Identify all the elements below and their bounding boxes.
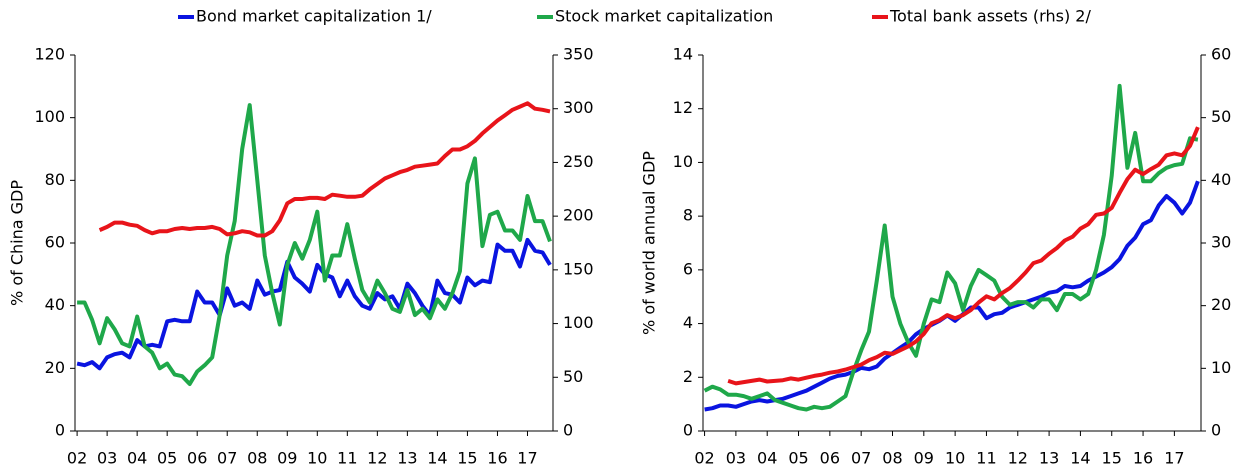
x-tick-label: 15 <box>457 449 477 468</box>
y2-tick-label: 20 <box>1211 295 1231 314</box>
series-line <box>727 126 1200 386</box>
y-tick-label: 0 <box>55 421 65 440</box>
x-tick-label: 07 <box>851 449 871 468</box>
y-tick-label: 80 <box>45 170 65 189</box>
y2-tick-label: 250 <box>563 152 594 171</box>
x-tick-label: 04 <box>127 449 147 468</box>
y-tick-label: 12 <box>673 98 693 117</box>
series-line <box>77 103 552 386</box>
y2-tick-label: 200 <box>563 206 594 225</box>
x-tick-label: 17 <box>517 449 537 468</box>
y2-tick-label: 100 <box>563 313 594 332</box>
series-line <box>704 180 1200 412</box>
x-tick-label: 16 <box>1133 449 1153 468</box>
x-tick-label: 09 <box>914 449 934 468</box>
x-tick-label: 16 <box>487 449 507 468</box>
x-tick-label: 10 <box>945 449 965 468</box>
y-tick-label: 60 <box>45 233 65 252</box>
x-tick-label: 14 <box>1070 449 1090 468</box>
y-tick-label: 40 <box>45 295 65 314</box>
y-tick-label: 6 <box>683 259 693 278</box>
x-tick-label: 12 <box>367 449 387 468</box>
y2-tick-label: 30 <box>1211 233 1231 252</box>
x-tick-label: 08 <box>882 449 902 468</box>
series-line <box>98 101 551 238</box>
x-tick-label: 11 <box>337 449 357 468</box>
x-tick-label: 11 <box>976 449 996 468</box>
x-tick-label: 12 <box>1008 449 1028 468</box>
y2-tick-label: 0 <box>563 421 573 440</box>
legend-label: Total bank assets (rhs) 2/ <box>889 7 1091 26</box>
series-line <box>76 237 552 371</box>
y2-tick-label: 10 <box>1211 358 1231 377</box>
x-tick-label: 08 <box>247 449 267 468</box>
x-tick-label: 05 <box>157 449 177 468</box>
x-tick-label: 03 <box>726 449 746 468</box>
legend-label: Stock market capitalization <box>555 7 773 26</box>
x-tick-label: 04 <box>757 449 777 468</box>
x-tick-label: 02 <box>694 449 714 468</box>
x-tick-label: 17 <box>1164 449 1184 468</box>
x-tick-label: 09 <box>277 449 297 468</box>
x-tick-label: 06 <box>820 449 840 468</box>
x-tick-label: 13 <box>397 449 417 468</box>
x-tick-label: 06 <box>187 449 207 468</box>
x-tick-label: 05 <box>788 449 808 468</box>
y2-tick-label: 60 <box>1211 45 1231 64</box>
y-tick-label: 20 <box>45 358 65 377</box>
y-axis-label: % of China GDP <box>8 180 27 306</box>
y-tick-label: 0 <box>683 421 693 440</box>
y2-tick-label: 350 <box>563 45 594 64</box>
x-tick-label: 07 <box>217 449 237 468</box>
y2-tick-label: 150 <box>563 259 594 278</box>
series-line <box>703 83 1199 412</box>
y-tick-label: 100 <box>34 107 65 126</box>
y2-tick-label: 50 <box>563 367 583 386</box>
y2-tick-label: 40 <box>1211 170 1231 189</box>
x-tick-label: 15 <box>1102 449 1122 468</box>
y2-tick-label: 300 <box>563 98 594 117</box>
x-tick-label: 13 <box>1039 449 1059 468</box>
x-tick-label: 14 <box>427 449 447 468</box>
x-tick-label: 02 <box>67 449 87 468</box>
y-tick-label: 2 <box>683 367 693 386</box>
y2-tick-label: 50 <box>1211 107 1231 126</box>
x-tick-label: 03 <box>97 449 117 468</box>
y-tick-label: 120 <box>34 45 65 64</box>
y-tick-label: 14 <box>673 45 693 64</box>
y-tick-label: 4 <box>683 313 693 332</box>
x-tick-label: 10 <box>307 449 327 468</box>
y2-tick-label: 0 <box>1211 421 1221 440</box>
y-axis-label: % of world annual GDP <box>640 151 659 335</box>
y-tick-label: 8 <box>683 206 693 225</box>
legend-label: Bond market capitalization 1/ <box>196 7 432 26</box>
y-tick-label: 10 <box>673 152 693 171</box>
